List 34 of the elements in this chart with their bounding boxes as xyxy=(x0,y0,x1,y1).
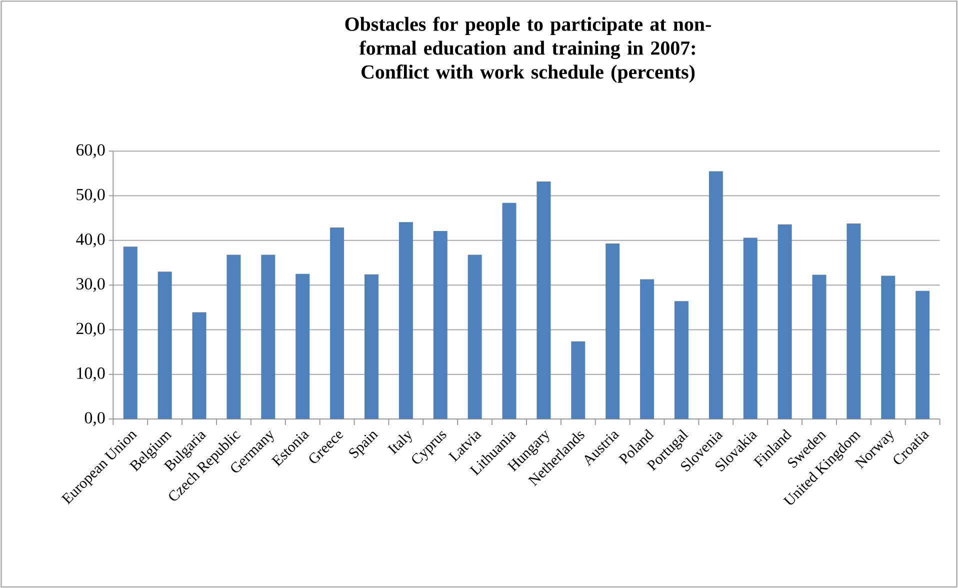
chart-subtitle: Conflict with work schedule (percents) xyxy=(362,64,695,83)
bar xyxy=(502,202,516,419)
bar xyxy=(846,223,861,419)
bar xyxy=(536,181,551,419)
bar xyxy=(881,276,896,419)
y-tick-label: 60,0 xyxy=(76,144,105,158)
bar xyxy=(468,254,482,419)
y-tick-label: 40,0 xyxy=(76,233,105,248)
bar xyxy=(123,246,138,419)
bar xyxy=(640,279,654,419)
x-tick-label: Italy xyxy=(387,430,412,454)
bar xyxy=(674,301,688,419)
bar xyxy=(330,227,344,419)
bar xyxy=(606,243,620,419)
y-tick-label: 0,0 xyxy=(84,412,105,426)
bar xyxy=(778,224,792,419)
y-tick-label: 20,0 xyxy=(76,322,105,337)
bar xyxy=(192,312,206,419)
bar xyxy=(398,222,413,419)
bar xyxy=(433,230,448,419)
bar xyxy=(743,238,758,419)
bar xyxy=(261,254,276,419)
bar xyxy=(158,272,172,419)
y-tick-label: 10,0 xyxy=(77,367,105,382)
y-tick-label: 50,0 xyxy=(76,188,105,203)
chart-title: Obstacles for people to participate at non-formal education and training in 2007: xyxy=(345,16,711,59)
bar xyxy=(364,274,378,419)
bar xyxy=(296,274,310,419)
bar xyxy=(571,341,586,419)
y-tick-label: 30,0 xyxy=(76,278,105,292)
bar xyxy=(916,290,930,419)
bar xyxy=(226,254,241,419)
bar xyxy=(812,274,826,419)
bar xyxy=(708,171,723,419)
